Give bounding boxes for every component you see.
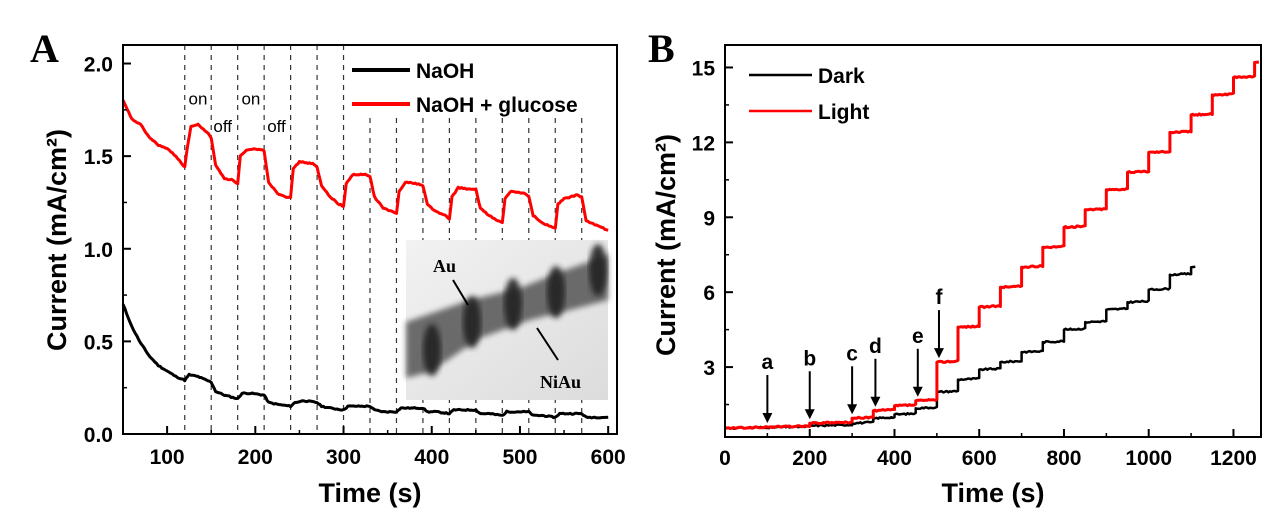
y-tick-label: 6 xyxy=(703,282,715,305)
plot-frame-b xyxy=(724,44,1262,438)
arrow-b-head xyxy=(804,409,815,420)
arrow-label-c: c xyxy=(846,342,858,365)
x-tick-label: 800 xyxy=(1046,447,1081,470)
y-tick-label: 3 xyxy=(703,357,715,380)
x-tick-label: 200 xyxy=(792,447,827,470)
panel-letter-a: A xyxy=(30,26,59,71)
y-tick-label: 0.5 xyxy=(84,331,114,354)
y-axis-title-a: Current (mA/cm²) xyxy=(42,129,72,351)
x-tick-label: 600 xyxy=(962,447,997,470)
x-tick-label: 400 xyxy=(877,447,912,470)
inset-label-niau: NiAu xyxy=(540,372,581,392)
au-segment xyxy=(463,296,481,348)
y-tick-label: 15 xyxy=(692,57,716,80)
axis-ticks-b: 0 200 400 600 800 1000 1200 3 6 9 12 15 xyxy=(692,57,1257,470)
y-tick-label: 1.5 xyxy=(84,146,114,169)
au-segment xyxy=(423,324,441,376)
x-tick-label: 500 xyxy=(502,446,537,469)
series-line-light xyxy=(724,60,1260,431)
legend-b: Dark Light xyxy=(749,65,869,124)
tem-inset-image: Au NiAu xyxy=(406,240,608,400)
panel-b: B 0 200 400 600 800 1000 1200 3 6 9 12 15 a b c d ef Da… xyxy=(648,26,1262,508)
panel-a: A Au NiAu 100 200 300 400 500 600 0.0 0.5 1.0 1.5 2… xyxy=(30,26,626,508)
x-axis-title-b: Time (s) xyxy=(941,478,1044,508)
annotation-on: on xyxy=(241,89,260,108)
arrow-label-e: e xyxy=(912,325,924,348)
au-segment xyxy=(504,278,522,330)
injection-arrows: a b c d ef xyxy=(762,286,944,424)
x-tick-label: 300 xyxy=(326,446,361,469)
inset-pointer-niau xyxy=(536,327,559,361)
axis-ticks-a: 100 200 300 400 500 600 0.0 0.5 1.0 1.5 2.0 xyxy=(84,54,626,469)
legend-a: NaOH NaOH + glucose xyxy=(352,60,578,117)
arrow-c-head xyxy=(847,404,858,415)
plot-frame-a xyxy=(122,44,618,435)
arrow-label-d: d xyxy=(869,335,882,358)
series-line-naoh-glucose xyxy=(121,99,609,232)
y-axis-title-b: Current (mA/cm²) xyxy=(651,134,681,356)
x-axis-title-a: Time (s) xyxy=(318,478,421,508)
x-tick-label: 600 xyxy=(591,446,626,469)
series-group-b xyxy=(724,60,1260,431)
arrow-a-head xyxy=(762,413,773,424)
inset-label-au: Au xyxy=(433,256,456,276)
arrow-label-f: f xyxy=(935,286,943,309)
annotation-off: off xyxy=(213,117,232,136)
x-tick-label: 100 xyxy=(150,446,185,469)
legend-label: Light xyxy=(818,101,869,124)
series-group-a xyxy=(121,99,609,420)
annotation-off: off xyxy=(267,117,286,136)
y-tick-label: 12 xyxy=(692,132,715,155)
arrow-d-head xyxy=(870,396,881,407)
y-tick-label: 2.0 xyxy=(84,54,113,77)
y-tick-label: 0.0 xyxy=(84,424,113,447)
x-tick-label: 200 xyxy=(238,446,273,469)
arrow-e-head xyxy=(912,386,923,397)
x-tick-label: 1200 xyxy=(1210,447,1257,470)
legend-label: Dark xyxy=(818,65,865,88)
legend-label: NaOH + glucose xyxy=(416,94,578,117)
au-segment xyxy=(589,244,607,296)
arrow-label-b: b xyxy=(803,347,816,370)
au-segment xyxy=(547,266,565,318)
arrow-f-head xyxy=(933,348,944,359)
panel-letter-b: B xyxy=(648,26,675,71)
x-tick-label: 1000 xyxy=(1125,447,1172,470)
series-line-naoh xyxy=(121,303,609,420)
y-tick-label: 1.0 xyxy=(84,239,113,262)
inset-pointer-au xyxy=(452,279,469,306)
y-tick-label: 9 xyxy=(703,207,715,230)
arrow-label-a: a xyxy=(762,351,774,374)
legend-label: NaOH xyxy=(416,60,474,83)
series-line-dark xyxy=(725,265,1196,430)
annotation-on: on xyxy=(189,89,208,108)
x-tick-label: 0 xyxy=(719,447,731,470)
x-tick-label: 400 xyxy=(414,446,449,469)
